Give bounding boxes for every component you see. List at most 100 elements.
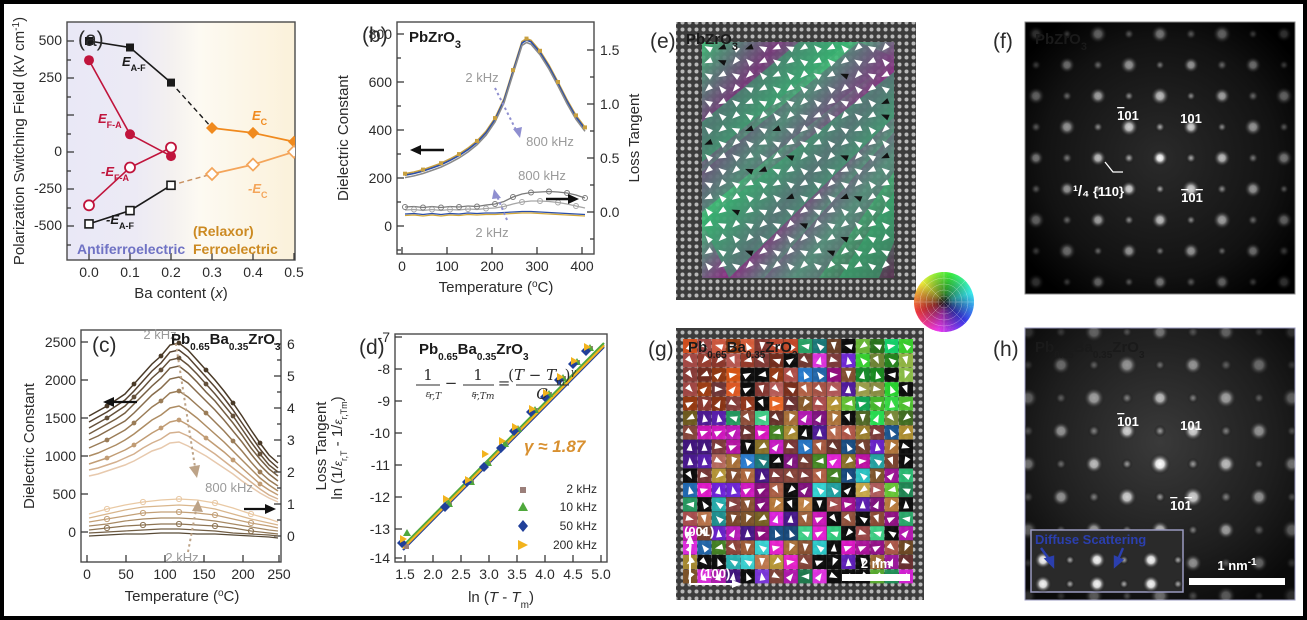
panel-h-spot-labels: 101 101 101 <box>1117 414 1202 513</box>
c-xtick-100: 100 <box>153 566 177 582</box>
c-ytick-2000: 2000 <box>45 372 76 388</box>
plot-area-a <box>66 21 296 261</box>
d-points-200khz <box>400 343 591 543</box>
f-label-quarter110: ¹/₄ {110} <box>1073 183 1124 200</box>
c-xtick-150: 150 <box>192 566 216 582</box>
d-ytick-n14: -14 <box>370 550 390 566</box>
panel-d-letter: (d) <box>359 336 385 359</box>
a-ytick-500: 500 <box>39 32 63 48</box>
svg-text:1: 1 <box>423 366 433 384</box>
b-ytick-800: 800 <box>369 26 393 42</box>
h-diffuse-inset: Diffuse Scattering <box>1030 529 1184 593</box>
a-point-negEFA <box>165 141 177 154</box>
panel-h-letter: (h) <box>993 338 1019 361</box>
c-freq-arrow-upper <box>174 337 200 478</box>
panel-b: 800 600 400 200 0 1.5 1.0 0.5 0.0 <box>304 4 649 314</box>
panel-c-letter: (c) <box>92 334 117 357</box>
b-y2tick-05: 0.5 <box>600 150 620 166</box>
h-label-1bar01: 101 <box>1117 414 1139 429</box>
svg-text:r,Tm: r,Tm <box>474 392 495 402</box>
d-ytick-n10: -10 <box>370 425 390 441</box>
a-point-EAF <box>167 78 175 87</box>
panel-f-diffraction-spots <box>1026 24 1294 291</box>
b-loss-markers <box>402 188 588 211</box>
a-region-label-fe: Ferroelectric <box>193 241 278 257</box>
c-y2-axis-title: Loss Tangent <box>313 401 330 491</box>
a-ytick-n500: -500 <box>34 217 62 233</box>
b-dielectric-markers <box>403 36 587 176</box>
c-y2tick-2: 2 <box>287 464 295 480</box>
b-freq-arrow-lower <box>492 189 508 221</box>
f-label-1bar01: 101 <box>1117 108 1139 123</box>
a-series-negEAF-dash <box>170 173 213 186</box>
a-xtick-3: 0.3 <box>202 264 222 280</box>
panel-f-composition: PbZrO3 <box>1035 31 1087 53</box>
h-scalebar-label: 1 nm-1 <box>1217 557 1257 574</box>
polarization-direction-colorwheel <box>914 272 974 332</box>
a-point-EFA <box>166 151 176 162</box>
panel-h-diffraction-spots <box>1025 328 1295 600</box>
a-point-EFA <box>125 129 135 140</box>
b-ytick-600: 600 <box>369 74 393 90</box>
svg-text:ε: ε <box>472 390 477 400</box>
d-ytick-n9: -9 <box>378 393 391 409</box>
a-point-negEFA <box>83 199 95 212</box>
c-y2tick-0: 0 <box>287 528 295 544</box>
d-legend-marker-2khz <box>520 487 526 493</box>
d-legend-label-2khz: 2 kHz <box>566 482 597 496</box>
a-xtick-5: 0.5 <box>284 264 304 280</box>
d-legend-marker-10khz <box>518 502 528 511</box>
svg-text:ε: ε <box>426 390 431 400</box>
panel-f-spot-labels: 101 101 101 ¹/₄ {110} <box>1073 108 1203 205</box>
panel-b-composition: PbZrO3 <box>409 29 461 51</box>
c-y2tick-4: 4 <box>287 400 295 416</box>
c-annot-2khz-upper: 2 kHz <box>143 327 176 342</box>
panel-f-letter: (f) <box>993 30 1013 53</box>
b-ytick-200: 200 <box>369 170 393 186</box>
b-xtick-100: 100 <box>435 258 459 274</box>
svg-text:=: = <box>498 374 511 392</box>
d-xtick-30: 3.0 <box>479 566 499 582</box>
panel-g-vector-map <box>683 339 913 584</box>
d-legend-marker-50khz <box>518 520 528 532</box>
c-left-arrow <box>103 397 137 407</box>
c-xtick-250: 250 <box>267 566 291 582</box>
b-ytick-0: 0 <box>384 218 392 234</box>
c-y2tick-3: 3 <box>287 432 295 448</box>
a-point-negEFA <box>124 161 136 174</box>
a-point-EAF <box>126 43 134 52</box>
b-ytick-400: 400 <box>369 122 393 138</box>
d-xtick-25: 2.5 <box>451 566 471 582</box>
c-y2tick-1: 1 <box>287 496 295 512</box>
panel-e-dipole-arrows <box>704 43 890 271</box>
a-point-EFA <box>84 55 94 66</box>
b-xtick-200: 200 <box>480 258 504 274</box>
d-legend-marker-200khz <box>518 540 528 550</box>
a-series-EAF-dash <box>170 82 213 129</box>
d-x-axis-title: ln (T - Tm) <box>468 589 534 611</box>
f-superlattice-marker <box>1104 161 1123 173</box>
b-right-arrow <box>546 194 579 204</box>
b-xtick-400: 400 <box>570 258 594 274</box>
a-point-negEC <box>204 144 295 182</box>
b-x-axis-title: Temperature (oC) <box>439 279 554 297</box>
d-gamma-label: γ ≈ 1.87 <box>524 437 587 456</box>
a-ytick-250: 250 <box>39 69 63 85</box>
b-xtick-0: 0 <box>398 258 406 274</box>
a-ytick-0: 0 <box>54 143 62 159</box>
h-label-1bar01bar: 101 <box>1170 498 1192 513</box>
b-dielectric-curves <box>404 37 586 179</box>
c-xtick-50: 50 <box>118 566 134 582</box>
b-annot-800khz-upper: 800 kHz <box>526 134 574 149</box>
b-left-arrow <box>410 145 444 155</box>
b-y2-axis-title: Loss Tangent <box>626 93 643 183</box>
c-dielectric-markers <box>104 340 263 487</box>
panel-d: -7 -8 -9 -10 -11 -12 -13 -14 1.5 2.0 2.5 <box>304 312 649 616</box>
g-axis-label-001: (001) <box>684 524 714 539</box>
d-xtick-45: 4.5 <box>563 566 583 582</box>
c-dielectric-curves <box>88 342 279 503</box>
g-axis-label-100: (100) <box>700 566 730 581</box>
c-y2tick-5: 5 <box>287 368 295 384</box>
c-y-axis-title: Dielectric Constant <box>21 382 38 509</box>
